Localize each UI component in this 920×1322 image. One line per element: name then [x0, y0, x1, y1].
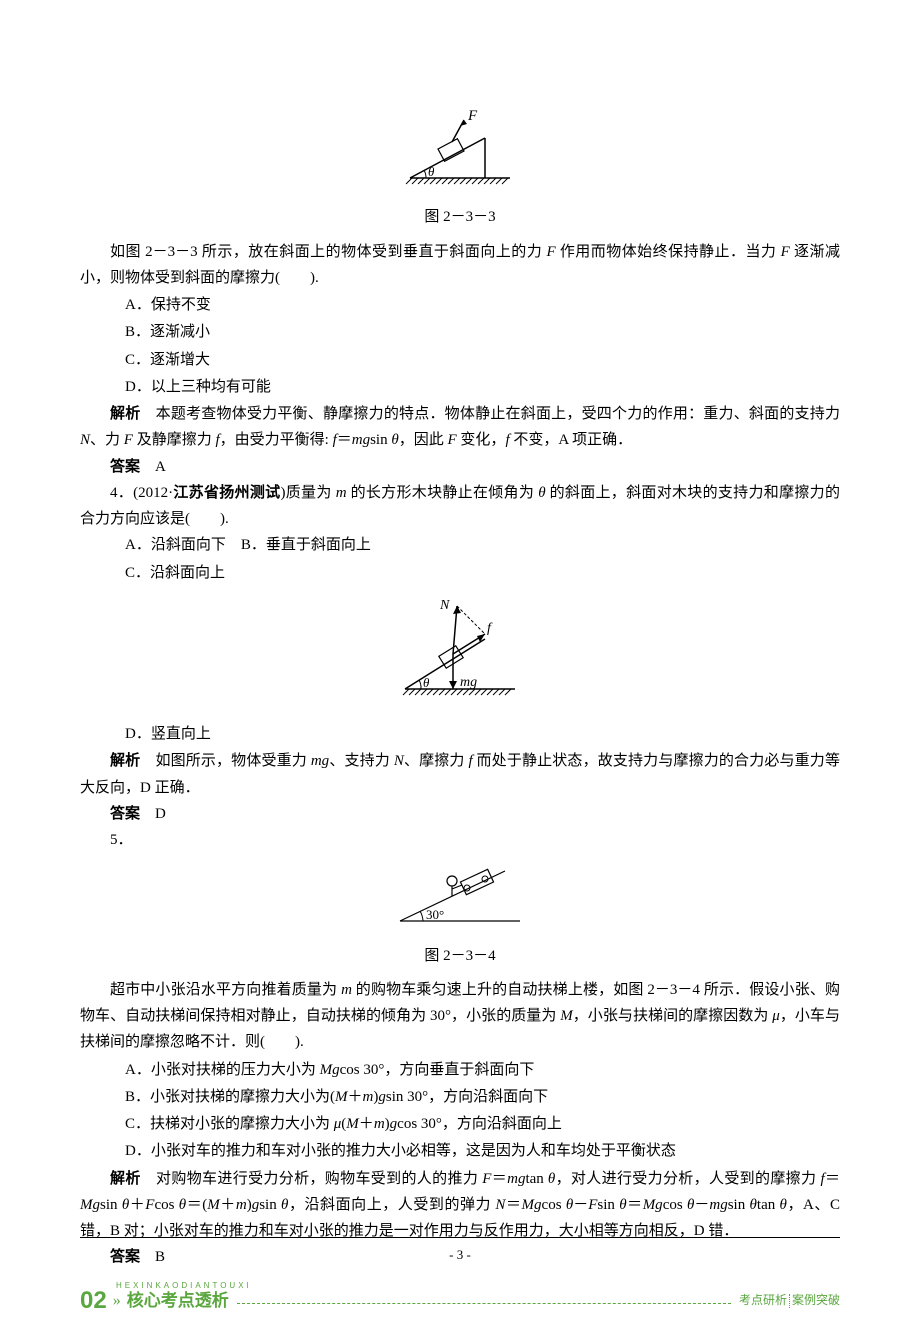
q5-option-a: A．小张对扶梯的压力大小为 Mgcos 30°，方向垂直于斜面向下	[80, 1057, 840, 1083]
force-diagram: N f mg θ	[385, 594, 535, 704]
q3-option-a: A．保持不变	[80, 292, 840, 318]
figure-q4: N f mg θ	[80, 594, 840, 713]
banner-number: 02	[80, 1280, 107, 1322]
q3-intro: 如图 2－3－3 所示，放在斜面上的物体受到垂直于斜面向上的力 F 作用而物体始…	[80, 239, 840, 292]
footer-line	[80, 1237, 840, 1238]
q4-answer: 答案 D	[80, 801, 840, 827]
banner-right-text: 考点研析案例突破	[739, 1290, 840, 1311]
q5-option-b: B．小张对扶梯的摩擦力大小为(M＋m)gsin 30°，方向沿斜面向下	[80, 1084, 840, 1110]
page-footer: - 3 -	[0, 1237, 920, 1267]
svg-text:θ: θ	[428, 164, 435, 179]
svg-text:mg: mg	[460, 675, 477, 690]
svg-text:F: F	[467, 108, 478, 124]
document-content: F θ 图 2－3－3 如图 2－3－3 所示，放在斜面上的物体受到垂直于斜面向…	[80, 108, 840, 1319]
q3-option-b: B．逐渐减小	[80, 319, 840, 345]
svg-text:f: f	[487, 621, 493, 636]
q4-analysis: 解析 如图所示，物体受重力 mg、支持力 N、摩擦力 f 而处于静止状态，故支持…	[80, 748, 840, 801]
figure-3: 30° 图 2－3－4	[80, 861, 840, 969]
q4-option-c: C．沿斜面向上	[80, 560, 840, 586]
svg-text:θ: θ	[423, 675, 430, 690]
figure-1-caption: 图 2－3－3	[80, 204, 840, 230]
q5-option-c: C．扶梯对小张的摩擦力大小为 μ(M＋m)gcos 30°，方向沿斜面向上	[80, 1111, 840, 1137]
figure-1: F θ 图 2－3－3	[80, 108, 840, 231]
q3-answer: 答案 A	[80, 454, 840, 480]
section-banner: HEXINKAODIANTOUXI 02 » 核心考点透析 考点研析案例突破	[80, 1283, 840, 1319]
inclined-plane-diagram-1: F θ	[390, 108, 530, 193]
q4-option-ab: A．沿斜面向下 B．垂直于斜面向上	[80, 532, 840, 558]
q3-analysis: 解析 本题考查物体受力平衡、静摩擦力的特点．物体静止在斜面上，受四个力的作用：重…	[80, 401, 840, 454]
banner-pinyin: HEXINKAODIANTOUXI	[116, 1279, 252, 1293]
q5-analysis: 解析 对购物车进行受力分析，购物车受到的人的推力 F＝mgtan θ，对人进行受…	[80, 1166, 840, 1245]
page-number: - 3 -	[0, 1244, 920, 1267]
q3-option-d: D．以上三种均有可能	[80, 374, 840, 400]
q5-num: 5．	[80, 827, 840, 853]
svg-text:N: N	[439, 598, 450, 613]
figure-3-caption: 图 2－3－4	[80, 943, 840, 969]
q5-intro: 超市中小张沿水平方向推着质量为 m 的购物车乘匀速上升的自动扶梯上楼，如图 2－…	[80, 977, 840, 1056]
q4-intro: 4．(2012·江苏省扬州测试)质量为 m 的长方形木块静止在倾角为 θ 的斜面…	[80, 480, 840, 533]
q4-option-d: D．竖直向上	[80, 721, 840, 747]
banner-divider	[237, 1303, 731, 1304]
q5-option-d: D．小张对车的推力和车对小张的推力大小必相等，这是因为人和车均处于平衡状态	[80, 1138, 840, 1164]
svg-text:30°: 30°	[426, 907, 444, 922]
escalator-diagram: 30°	[385, 861, 535, 931]
q3-option-c: C．逐渐增大	[80, 347, 840, 373]
